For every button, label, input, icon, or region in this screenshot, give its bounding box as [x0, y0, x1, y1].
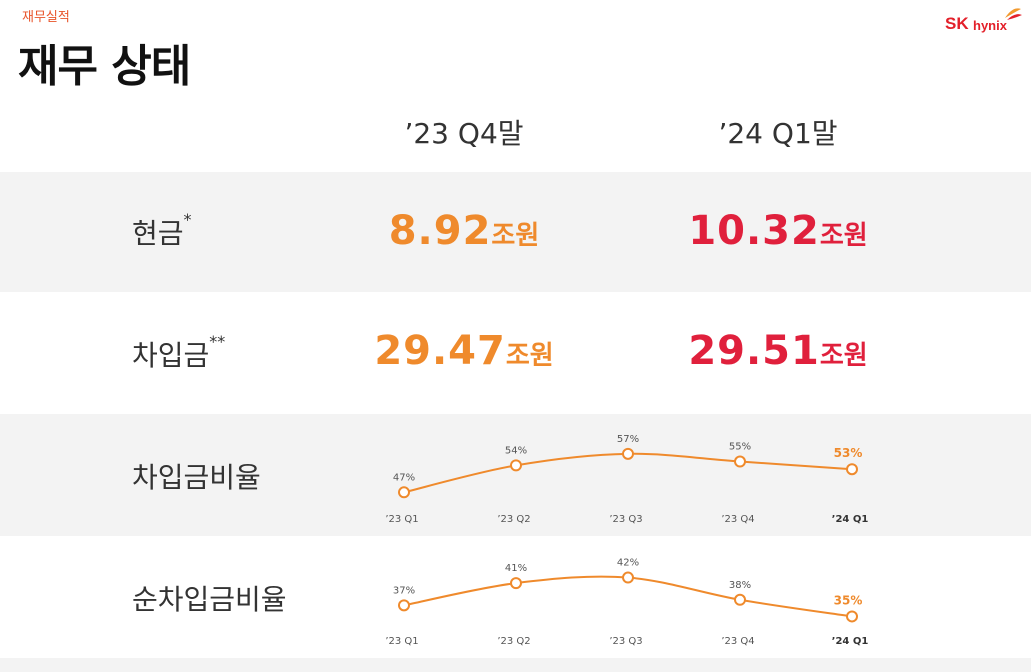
cash-q4-unit: 조원: [491, 221, 540, 251]
x-tick-label: ’23 Q4: [721, 636, 754, 647]
debt-value-q4: 29.47조원: [314, 328, 614, 374]
x-tick-label: ’23 Q2: [497, 514, 530, 525]
data-label: 41%: [505, 563, 527, 574]
debt-q1-number: 29.51: [688, 328, 820, 374]
data-point: [398, 599, 410, 612]
cash-value-q1: 10.32조원: [628, 208, 928, 254]
column-header-q1: ’24 Q1말: [718, 117, 838, 150]
data-point: [846, 463, 858, 476]
data-point: [510, 577, 522, 590]
debt-ratio-chart: 47% ’23 Q1 54% ’23 Q2 57% ’23 Q3 55% ’23 Q4 53% ’…: [385, 434, 869, 525]
row-label-debt-ratio-text: 차입금비율: [132, 461, 261, 494]
data-label: 54%: [505, 445, 527, 456]
data-label: 35%: [834, 593, 863, 607]
page-title: 재무 상태: [18, 41, 191, 92]
debt-value-q1: 29.51조원: [628, 328, 928, 374]
row-label-net-debt-ratio-text: 순차입금비율: [132, 583, 287, 616]
row-label-debt: 차입금**: [132, 332, 226, 374]
net-debt-ratio-chart: 37% ’23 Q1 41% ’23 Q2 42% ’23 Q3 38% ’23 Q4 35% ’…: [385, 558, 869, 647]
data-point: [510, 459, 522, 472]
debt-q4-number: 29.47: [374, 328, 506, 374]
section-label: 재무실적: [22, 10, 70, 25]
data-label: 53%: [834, 446, 863, 460]
data-point: [622, 571, 634, 584]
debt-q1-unit: 조원: [819, 341, 868, 371]
row-label-debt-ratio: 차입금비율: [132, 456, 261, 496]
data-label: 57%: [617, 434, 639, 445]
cash-q4-number: 8.92: [388, 208, 492, 254]
row-label-net-debt-ratio: 순차입금비율: [132, 578, 287, 618]
data-point: [846, 610, 858, 623]
sk-hynix-logo: SK hynix: [945, 6, 1025, 34]
data-label: 47%: [393, 472, 415, 483]
x-tick-label: ’23 Q3: [609, 514, 642, 525]
data-point: [622, 447, 634, 460]
logo-hynix-text: hynix: [973, 18, 1007, 33]
row-label-debt-text: 차입금: [132, 339, 210, 372]
data-point: [398, 486, 410, 499]
logo-sk-text: SK: [945, 14, 969, 33]
row-band-debt-ratio: [0, 414, 1031, 536]
x-tick-label: ’23 Q2: [497, 636, 530, 647]
debt-q4-unit: 조원: [505, 341, 554, 371]
cash-value-q4: 8.92조원: [314, 208, 614, 254]
x-tick-label: ’23 Q4: [721, 514, 754, 525]
data-point: [734, 593, 746, 606]
data-label: 42%: [617, 558, 639, 569]
data-label: 55%: [729, 442, 751, 453]
cash-q1-number: 10.32: [688, 208, 820, 254]
row-label-cash-mark: *: [183, 210, 192, 229]
row-label-cash-text: 현금: [132, 217, 184, 250]
data-point: [734, 455, 746, 468]
cash-q1-unit: 조원: [819, 221, 868, 251]
x-tick-label: ’24 Q1: [832, 636, 869, 647]
data-label: 37%: [393, 585, 415, 596]
row-label-cash: 현금*: [132, 210, 192, 252]
row-band-bottom: [0, 658, 1031, 672]
row-band-cash: [0, 172, 1031, 292]
column-header-q4: ’23 Q4말: [404, 117, 524, 150]
x-tick-label: ’23 Q3: [609, 636, 642, 647]
x-tick-label: ’24 Q1: [832, 514, 869, 525]
x-tick-label: ’23 Q1: [385, 514, 418, 525]
x-tick-label: ’23 Q1: [385, 636, 418, 647]
logo-butterfly-icon: [1005, 8, 1022, 20]
row-label-debt-mark: **: [209, 332, 226, 351]
data-label: 38%: [729, 580, 751, 591]
